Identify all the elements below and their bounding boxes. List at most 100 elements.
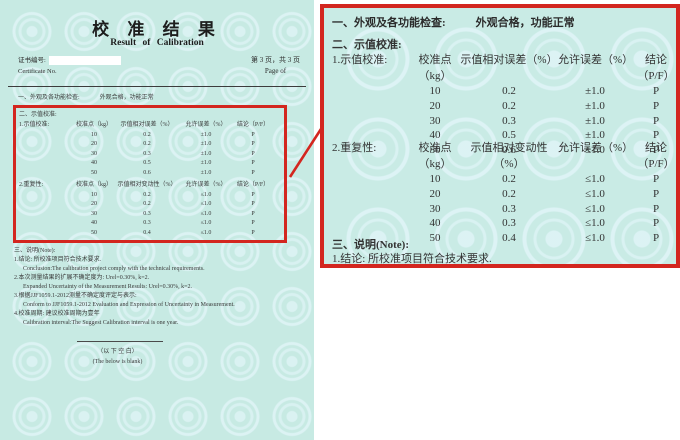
table-cell: ≤1.0 [200,220,212,227]
table-header-row: 2.重复性: 校准点（kg） 示值相对变动性（%） 允许误差（%） 结论（P/F… [19,181,281,191]
table-cell: ≤1.0 [200,210,212,217]
table-cell: P [652,187,660,200]
table-row: 10 0.2 ±1.0 P [74,131,281,141]
col-header: 结论（P/F） [637,54,675,82]
table-row: 30 0.3 ±1.0 P [410,114,672,129]
table-cell: 0.4 [143,229,151,236]
table-cell: ±1.0 [200,169,212,176]
table-cell: 0.3 [143,220,151,227]
section1-label: 一、外观及各功能检查: [332,17,446,29]
blank-below-en: (The below is blank) [92,359,143,365]
table-row: 20 0.2 ±1.0 P [74,140,281,150]
col-header: 允许误差（%） [185,122,227,128]
table-cell: P [652,202,660,215]
table-cell: 20 [429,187,441,200]
table-cell: ±1.0 [200,150,212,157]
col-header: 校准点（kg） [75,122,112,128]
table-cell: 0.5 [502,129,516,142]
table-cell: 0.3 [502,202,516,215]
table-cell: ±1.0 [585,129,605,142]
table2-label: 2.重复性: [332,142,377,154]
table-cell: 0.3 [143,210,151,217]
table-cell: 40 [429,217,441,230]
table-cell: 0.2 [502,173,516,185]
col-header: 示值相对误差（%） [120,122,174,128]
highlight-rectangle: 二、示值校准: 1.示值校准: 校准点（kg） 示值相对误差（%） 允许误差（%… [13,105,287,243]
magnifier-panel: 一、外观及各功能检查: 外观合格，功能正常 二、示值校准: 1.示值校准: 校准… [320,4,680,268]
table-cell: 20 [91,201,97,208]
table-row: 40 0.3 ≤1.0 P [74,219,281,229]
section1-value: 外观合格，功能正常 [99,95,154,101]
table-cell: 10 [91,191,97,198]
col-header: 结论（P/F） [236,182,270,188]
table-cell: ≤1.0 [200,229,212,236]
table-cell: ≤1.0 [200,201,212,208]
note-line-en: Conclusion:The calibration project compl… [23,266,205,272]
table-cell: ±1.0 [585,85,605,97]
table-cell: 0.6 [502,144,516,157]
table-cell: P [251,150,255,157]
table-row: 30 0.3 ≤1.0 P [74,210,281,220]
table-cell: ±1.0 [200,160,212,167]
table-cell: P [251,220,255,227]
col-header: 示值相对变动性（%） [117,182,177,188]
table-row: 10 0.2 ±1.0 P [410,84,672,99]
table-cell: 20 [429,99,441,112]
table2-label: 2.重复性: [19,182,44,188]
table-cell: 50 [429,232,441,245]
table-cell: 50 [429,144,441,157]
table-cell: 0.2 [502,187,516,200]
table-cell: 50 [91,169,97,176]
table-cell: 0.3 [502,217,516,230]
table-cell: 0.3 [143,150,151,157]
section-appearance-check-zoom: 一、外观及各功能检查: 外观合格，功能正常 [332,14,672,30]
section2-label-zoom: 二、示值校准: [332,39,402,51]
page-title: 校 准 结 果 [92,20,222,39]
table-header-row: 2.重复性: 校准点（kg） 示值相对变动性（%） 允许误差（%） 结论（P/F… [332,140,675,172]
table-cell: P [251,191,255,198]
table-cell: ≤1.0 [585,173,605,185]
table-row: 40 0.5 ±1.0 P [74,159,281,169]
table-cell: ≤1.0 [585,217,605,230]
table-cell: P [251,229,255,236]
repeatability-table-zoom: 2.重复性: 校准点（kg） 示值相对变动性（%） 允许误差（%） 结论（P/F… [332,140,675,246]
table-cell: ≤1.0 [585,232,605,245]
page-info-cn: 第 3 页，共 3 页 [251,56,300,64]
certificate-page: 校 准 结 果 Result of Calibration 证书编号: Cert… [0,0,314,440]
section-appearance-check: 一、外观及各功能检查: 外观合格，功能正常 [18,94,154,103]
page-subtitle: Result of Calibration [110,38,204,48]
section1-value: 外观合格，功能正常 [475,17,575,29]
table-cell: P [652,129,660,142]
footer-divider [77,341,163,342]
table-cell: 40 [91,220,97,227]
table-cell: 0.2 [502,85,516,97]
certificate-no-label-en: Certificate No. [18,68,57,75]
table-cell: 0.4 [502,232,516,245]
table-row: 50 0.4 ≤1.0 P [74,229,281,239]
col-header: 允许误差（%） [558,142,634,154]
table-cell: 30 [91,150,97,157]
table-cell: ±1.0 [585,99,605,112]
table-cell: 10 [91,131,97,138]
table-cell: 0.5 [143,160,151,167]
table-cell: 50 [91,229,97,236]
certificate-number-block: 证书编号: Certificate No. [18,55,121,77]
table-cell: P [251,131,255,138]
table-cell: 0.6 [143,169,151,176]
table-cell: 20 [91,141,97,148]
table-row: 30 0.3 ≤1.0 P [410,202,672,217]
table-cell: 30 [91,210,97,217]
table-cell: 0.2 [143,191,151,198]
table-cell: P [652,173,660,185]
table-row: 20 0.2 ±1.0 P [410,99,672,114]
table-row: 10 0.2 ≤1.0 P [410,172,672,187]
table-body: 10 0.2 ±1.0 P 20 0.2 ±1.0 P 30 0.3 ±1.0 P 40 0.5 ±1.0 P… [19,131,281,179]
table-cell: ≤1.0 [585,202,605,215]
table-row: 50 0.6 ±1.0 P [410,143,672,158]
table-cell: P [652,99,660,112]
table-row: 30 0.3 ±1.0 P [74,150,281,160]
table-cell: ±1.0 [200,141,212,148]
col-header: 示值相对变动性（%） [470,142,548,170]
table-body: 10 0.2 ±1.0 P 20 0.2 ±1.0 P 30 0.3 ±1.0 P 40 0.5 ±1.0 P… [332,84,672,158]
conclusion-note-zoom: 1.结论: 所校准项目符合技术要求. [332,253,492,265]
